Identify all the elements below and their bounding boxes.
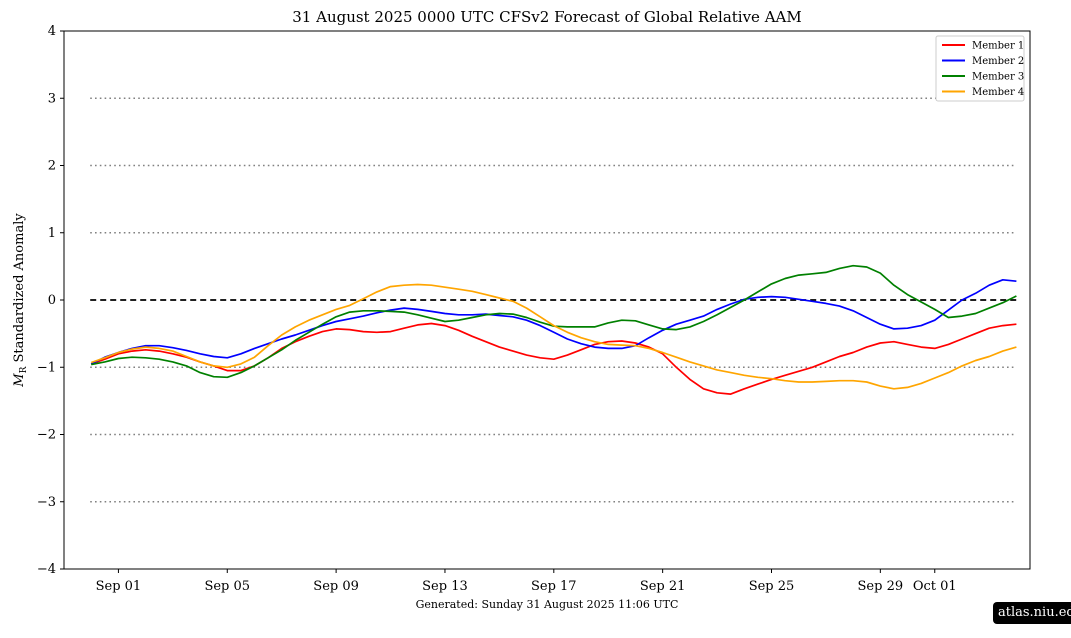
legend-box <box>935 35 1025 102</box>
y-tick-label: −3 <box>37 495 56 510</box>
y-tick-label: 1 <box>48 226 56 241</box>
y-axis-label-symbol: M <box>12 373 27 388</box>
x-tick-label: Sep 05 <box>204 579 250 594</box>
legend-label-member-3: Member 3 <box>972 72 1024 83</box>
x-tick-label: Sep 25 <box>749 579 795 594</box>
legend-label-member-2: Member 2 <box>972 56 1024 67</box>
series-line-member-1 <box>90 322 1017 395</box>
legend-label-member-1: Member 1 <box>972 41 1024 52</box>
x-tick-label: Sep 29 <box>858 579 904 594</box>
y-tick-label: −1 <box>37 360 56 375</box>
x-tick-label: Sep 21 <box>640 579 686 594</box>
legend-label-member-4: Member 4 <box>972 87 1024 98</box>
series-lines <box>90 264 1017 395</box>
y-tick-label: 3 <box>48 91 56 106</box>
series-line-member-2 <box>90 278 1017 365</box>
x-tick-label: Oct 01 <box>913 579 957 594</box>
y-tick-label: 4 <box>48 24 56 39</box>
y-axis-label: MR Standardized Anomaly <box>12 213 29 388</box>
y-tick-label: −2 <box>37 428 56 443</box>
x-tick-label: Sep 13 <box>422 579 468 594</box>
y-axis-label-subscript: R <box>19 366 29 373</box>
x-tick-label: Sep 09 <box>313 579 359 594</box>
generated-timestamp: Generated: Sunday 31 August 2025 11:06 U… <box>416 598 679 611</box>
y-tick-label: −4 <box>37 562 56 577</box>
y-tick-label: 0 <box>48 293 56 308</box>
chart-title: 31 August 2025 0000 UTC CFSv2 Forecast o… <box>292 8 801 26</box>
y-axis-label-text: Standardized Anomaly <box>12 213 27 367</box>
series-line-member-3 <box>91 264 1017 379</box>
x-tick-label: Sep 01 <box>96 579 142 594</box>
reference-lines <box>90 97 1017 503</box>
watermark-badge: atlas.niu.edu <box>993 602 1071 624</box>
legend: Member 1 Member 2 Member 3 Member 4 <box>935 35 1025 102</box>
axes: −4 −3 −2 −1 0 1 2 3 4 Sep 01 Sep 05 Sep 09 Sep 13 Sep… <box>37 24 957 594</box>
series-line-member-4 <box>90 283 1017 390</box>
x-tick-label: Sep 17 <box>531 579 577 594</box>
y-tick-label: 2 <box>48 159 56 174</box>
